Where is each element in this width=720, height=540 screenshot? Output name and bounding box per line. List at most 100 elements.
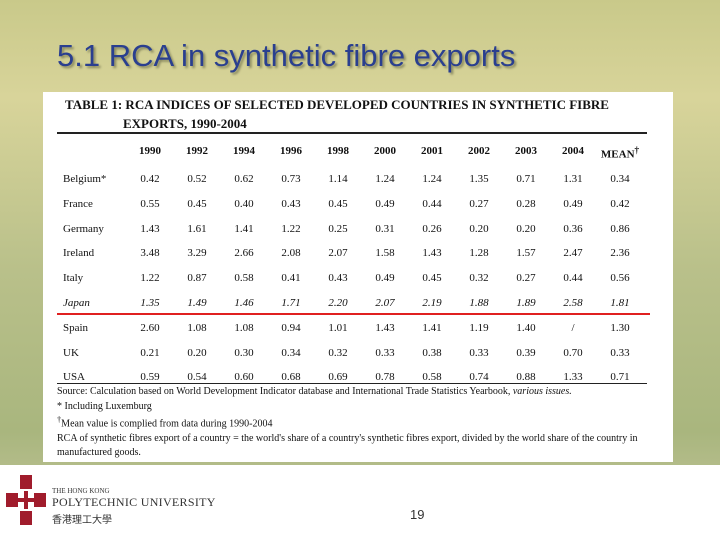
table-cell: 0.56 bbox=[610, 272, 630, 285]
table-cell: 0.69 bbox=[328, 371, 348, 384]
bottom-rule bbox=[57, 383, 647, 384]
table-caption: TABLE 1: RCA INDICES OF SELECTED DEVELOP… bbox=[65, 97, 609, 112]
source-italic: various issues. bbox=[512, 386, 572, 397]
top-rule bbox=[57, 132, 647, 134]
table-cell: 0.44 bbox=[563, 272, 583, 285]
table-cell: 1.43 bbox=[375, 321, 395, 334]
table-cell: 1.71 bbox=[281, 297, 301, 309]
row-label: Belgium* bbox=[63, 173, 107, 185]
table-cell: 0.33 bbox=[375, 346, 395, 359]
table-cell: 0.88 bbox=[516, 371, 536, 384]
table-cell: 1.41 bbox=[422, 321, 442, 334]
table-cell: 0.62 bbox=[234, 173, 254, 185]
table-cell: 0.33 bbox=[469, 346, 489, 359]
logo-line1: THE HONG KONG bbox=[52, 487, 110, 495]
table-cell: 2.19 bbox=[422, 297, 442, 309]
column-header: 1996 bbox=[280, 145, 302, 157]
table-cell: 0.38 bbox=[422, 346, 442, 359]
table-caption: EXPORTS, 1990-2004 bbox=[123, 116, 247, 131]
table-cell: 0.43 bbox=[328, 272, 348, 285]
table-cell: 0.33 bbox=[610, 346, 630, 359]
table-cell: 0.70 bbox=[563, 346, 583, 359]
table-cell: 0.54 bbox=[187, 371, 207, 384]
table-cell: 0.27 bbox=[469, 197, 489, 210]
column-header: 2004 bbox=[562, 145, 584, 157]
row-label: Italy bbox=[63, 272, 84, 285]
table-image: TABLE 1: RCA INDICES OF SELECTED DEVELOP… bbox=[43, 92, 673, 462]
column-header: MEAN† bbox=[600, 145, 640, 161]
table-cell: 0.20 bbox=[516, 222, 536, 235]
row-label: UK bbox=[63, 346, 79, 359]
logo-line2: POLYTECHNIC UNIVERSITY bbox=[52, 495, 216, 509]
table-cell: 1.19 bbox=[469, 321, 489, 334]
column-header: 2001 bbox=[421, 145, 443, 157]
table-cell: 1.35 bbox=[140, 297, 160, 309]
table-cell: 0.20 bbox=[469, 222, 489, 235]
logo-mark bbox=[6, 475, 46, 525]
table-cell: 1.08 bbox=[187, 321, 207, 334]
table-cell: 1.30 bbox=[610, 321, 630, 334]
table-cell: 1.08 bbox=[234, 321, 254, 334]
table-cell: 1.61 bbox=[187, 222, 207, 235]
table-cell: 0.34 bbox=[610, 173, 630, 185]
table-cell: 0.21 bbox=[140, 346, 160, 359]
table-cell: 0.45 bbox=[328, 197, 348, 210]
table-cell: 0.59 bbox=[140, 371, 160, 384]
table-cell: 0.32 bbox=[328, 346, 348, 359]
row-label: Ireland bbox=[63, 247, 95, 260]
table-cell: 1.28 bbox=[469, 247, 489, 260]
star-note: * Including Luxemburg bbox=[57, 401, 152, 412]
row-label: Japan bbox=[63, 297, 90, 309]
mean-note: †Mean value is complied from data during… bbox=[57, 415, 273, 429]
table-cell: 2.08 bbox=[281, 247, 301, 260]
table-cell: 1.35 bbox=[469, 173, 489, 185]
table-cell: 1.43 bbox=[422, 247, 442, 260]
source-note: Source: Calculation based on World Devel… bbox=[57, 386, 572, 397]
table-cell: 1.46 bbox=[234, 297, 254, 309]
table-cell: 0.49 bbox=[563, 197, 583, 210]
table-cell: 1.31 bbox=[563, 173, 583, 185]
table-cell: 1.40 bbox=[516, 321, 536, 334]
row-label: Spain bbox=[63, 321, 89, 334]
table-cell: 2.07 bbox=[328, 247, 348, 260]
footer: THE HONG KONG POLYTECHNIC UNIVERSITY 香港理… bbox=[0, 465, 720, 540]
table-cell: 2.58 bbox=[563, 297, 583, 309]
table-cell: 0.34 bbox=[281, 346, 301, 359]
table-cell: 0.73 bbox=[281, 173, 301, 185]
table-cell: 0.52 bbox=[187, 173, 207, 185]
table-cell: 0.49 bbox=[375, 272, 395, 285]
table-cell: 0.58 bbox=[234, 272, 254, 285]
column-header: 2002 bbox=[468, 145, 490, 157]
column-header: 1992 bbox=[186, 145, 208, 157]
slide-title: 5.1 RCA in synthetic fibre exports bbox=[57, 38, 516, 73]
table-cell: 1.49 bbox=[187, 297, 207, 309]
table-cell: 1.57 bbox=[516, 247, 536, 260]
table-cell: 0.60 bbox=[234, 371, 254, 384]
row-label: Germany bbox=[63, 222, 104, 235]
table-cell: 1.33 bbox=[563, 371, 583, 384]
table-cell: 1.22 bbox=[281, 222, 301, 235]
table-cell: 0.39 bbox=[516, 346, 536, 359]
table-cell: 3.29 bbox=[187, 247, 207, 260]
table-cell: 1.24 bbox=[375, 173, 395, 185]
table-cell: 0.44 bbox=[422, 197, 442, 210]
mean-mark: † bbox=[634, 145, 640, 155]
table-cell: 0.42 bbox=[610, 197, 630, 210]
table-cell: 0.58 bbox=[422, 371, 442, 384]
table-cell: 1.89 bbox=[516, 297, 536, 309]
table-cell: 0.40 bbox=[234, 197, 254, 210]
table-cell: 0.42 bbox=[140, 173, 160, 185]
table-cell: 0.68 bbox=[281, 371, 301, 384]
table-cell: 0.25 bbox=[328, 222, 348, 235]
table-cell: 0.55 bbox=[140, 197, 160, 210]
table-cell: 2.20 bbox=[328, 297, 348, 309]
table-cell: 1.24 bbox=[422, 173, 442, 185]
table-cell: 0.71 bbox=[516, 173, 536, 185]
table-cell: 0.94 bbox=[281, 321, 301, 334]
column-header: 1990 bbox=[139, 145, 161, 157]
column-header: 1994 bbox=[233, 145, 255, 157]
table-cell: 0.74 bbox=[469, 371, 489, 384]
table-cell: 0.26 bbox=[422, 222, 442, 235]
table-cell: 1.01 bbox=[328, 321, 348, 334]
